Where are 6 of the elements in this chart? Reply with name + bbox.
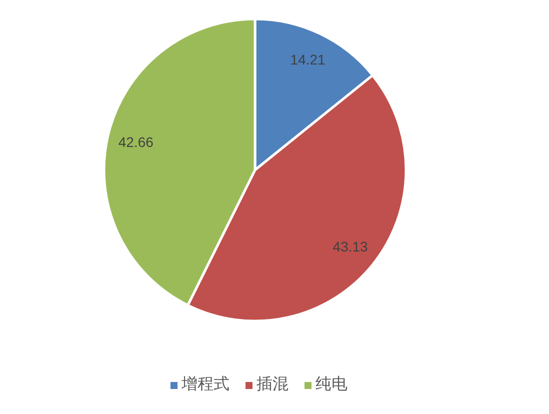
legend-label: 增程式 [180,375,230,393]
data-label: 14.21 [290,52,326,68]
legend-label: 插混 [256,376,288,393]
data-label: 43.13 [332,238,368,255]
data-label: 42.66 [118,134,154,150]
legend-label: 纯电 [316,375,348,393]
